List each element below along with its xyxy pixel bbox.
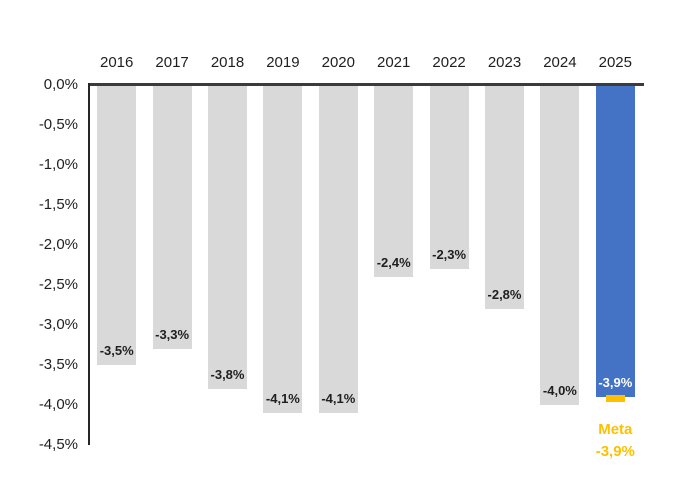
bar-value-label-2017: -3,3% <box>155 327 190 342</box>
target-marker <box>605 395 625 402</box>
y-tick-label: -1,5% <box>38 196 78 213</box>
bar-value-label-2025: -3,9% <box>598 375 633 390</box>
x-tick-label-2021: 2021 <box>377 54 411 71</box>
target-label-value: -3,9% <box>595 443 635 460</box>
bar-2018 <box>208 85 247 389</box>
bar-2016 <box>97 85 137 365</box>
y-tick-label: -3,0% <box>38 316 78 333</box>
y-tick-label: -0,5% <box>38 116 78 133</box>
bar-2024 <box>540 85 580 405</box>
x-tick-label-2022: 2022 <box>432 54 466 71</box>
x-tick-label-2023: 2023 <box>487 54 522 71</box>
bar-2020 <box>318 85 358 413</box>
x-tick-label-2018: 2018 <box>210 54 245 71</box>
bar-2017 <box>152 85 192 349</box>
y-tick-label: 0,0% <box>43 76 78 93</box>
y-tick-label: -3,5% <box>38 356 78 373</box>
x-tick-label-2016: 2016 <box>100 54 134 71</box>
bar-value-label-2020: -4,1% <box>321 391 356 406</box>
bar-2019 <box>263 85 303 413</box>
bar-value-label-2019: -4,1% <box>265 391 300 406</box>
bar-value-label-2018: -3,8% <box>210 367 245 382</box>
bar-value-label-2023: -2,8% <box>487 287 522 302</box>
bar-value-label-2024: -4,0% <box>542 383 577 398</box>
bar-value-label-2021: -2,4% <box>376 255 411 270</box>
target-label-title: Meta <box>598 421 633 438</box>
x-tick-label-2025: 2025 <box>598 54 632 71</box>
bar-2021 <box>374 85 414 277</box>
y-tick-label: -4,5% <box>38 436 78 453</box>
bar-2023 <box>485 85 524 309</box>
y-tick-label: -2,5% <box>38 276 78 293</box>
bar-value-label-2022: -2,3% <box>432 247 467 262</box>
bar-2025 <box>595 85 635 397</box>
x-tick-label-2020: 2020 <box>321 54 355 71</box>
x-tick-label-2017: 2017 <box>155 54 189 71</box>
x-tick-label-2024: 2024 <box>543 54 577 71</box>
bar-2022 <box>429 85 469 269</box>
x-tick-label-2019: 2019 <box>266 54 300 71</box>
y-tick-label: -4,0% <box>38 396 78 413</box>
bar-value-label-2016: -3,5% <box>99 343 134 358</box>
y-tick-label: -1,0% <box>38 156 78 173</box>
y-tick-label: -2,0% <box>38 236 78 253</box>
y-axis-line <box>88 83 90 445</box>
zero-baseline <box>88 83 644 86</box>
